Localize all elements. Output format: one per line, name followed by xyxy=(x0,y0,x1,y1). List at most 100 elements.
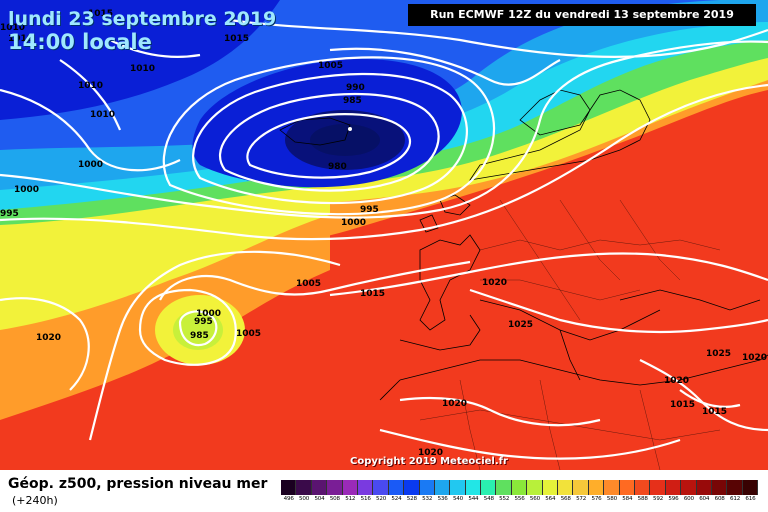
scale-label: 612 xyxy=(729,496,741,502)
scale-swatch xyxy=(373,480,389,495)
scale-swatch xyxy=(327,480,343,495)
scale-cell: 496 xyxy=(281,480,297,506)
scale-swatch xyxy=(542,480,559,495)
scale-label: 584 xyxy=(622,496,633,502)
scale-cell: 616 xyxy=(742,480,759,506)
geopotential-field-map: 1015 1010 1015 1010 1010 1005 990 985 98… xyxy=(0,0,768,470)
scale-cell: 580 xyxy=(604,480,620,506)
scale-cell: 604 xyxy=(696,480,712,506)
scale-swatch xyxy=(481,480,497,495)
scale-label: 516 xyxy=(360,496,371,502)
scale-swatch xyxy=(511,480,528,495)
weather-map: 1015 1010 1015 1010 1010 1005 990 985 98… xyxy=(0,0,768,470)
scale-swatch xyxy=(650,480,666,495)
scale-cell: 512 xyxy=(342,480,358,506)
scale-label: 572 xyxy=(576,496,587,502)
isobar-label: 1010 xyxy=(130,64,155,74)
scale-swatch xyxy=(742,480,759,495)
isobar-label: 1015 xyxy=(670,400,695,410)
forecast-date-title: lundi 23 septembre 2019 xyxy=(8,8,277,30)
isobars xyxy=(0,18,768,460)
scale-cell: 576 xyxy=(588,480,605,506)
scale-swatch xyxy=(419,480,435,495)
isobar-label: 995 xyxy=(194,317,213,327)
scale-cell: 508 xyxy=(327,480,343,506)
isobar-labels: 1015 1010 1015 1010 1010 1005 990 985 98… xyxy=(0,9,767,458)
scale-label: 560 xyxy=(529,496,540,502)
scale-label: 600 xyxy=(683,496,694,502)
scale-cell: 568 xyxy=(558,480,574,506)
color-scale: 496 500 504 508 512 516 520 524 528 532 536 540 544 5… xyxy=(281,480,759,506)
isobar-label: 1015 xyxy=(702,407,727,417)
scale-label: 508 xyxy=(329,496,340,502)
scale-label: 592 xyxy=(653,496,664,502)
low-center-marker xyxy=(348,127,352,131)
scale-label: 616 xyxy=(745,496,756,502)
scale-label: 580 xyxy=(606,496,617,502)
scale-cell: 504 xyxy=(311,480,328,506)
scale-swatch xyxy=(696,480,712,495)
scale-label: 576 xyxy=(591,496,602,502)
scale-cell: 552 xyxy=(496,480,512,506)
isobar-label: 1010 xyxy=(90,110,115,120)
isobar-label: 1015 xyxy=(224,34,249,44)
isobar-label: 1005 xyxy=(318,61,343,71)
scale-label: 504 xyxy=(314,496,325,502)
scale-swatch xyxy=(311,480,328,495)
field-title: Géop. z500, pression niveau mer xyxy=(8,476,268,492)
scale-swatch xyxy=(558,480,574,495)
scale-label: 512 xyxy=(345,496,356,502)
scale-swatch xyxy=(342,480,358,495)
isobar-label: 1020 xyxy=(442,399,467,409)
scale-cell: 528 xyxy=(404,480,420,506)
isobar-label: 995 xyxy=(360,205,379,215)
scale-swatch xyxy=(527,480,543,495)
scale-swatch xyxy=(588,480,605,495)
scale-label: 500 xyxy=(299,496,310,502)
scale-cell: 588 xyxy=(634,480,651,506)
isobar-label: 1020 xyxy=(36,333,61,343)
isobar-label: 1020 xyxy=(664,376,689,386)
scale-label: 524 xyxy=(391,496,402,502)
scale-label: 540 xyxy=(452,496,464,502)
scale-label: 496 xyxy=(283,496,294,502)
isobar-label: 1020 xyxy=(418,448,443,458)
scale-swatch xyxy=(388,480,405,495)
scale-swatch xyxy=(619,480,635,495)
scale-cell: 556 xyxy=(511,480,528,506)
scale-swatch xyxy=(711,480,728,495)
scale-cell: 536 xyxy=(434,480,451,506)
scale-label: 528 xyxy=(406,496,417,502)
isobar-label: 1020 xyxy=(742,353,767,363)
scale-swatch xyxy=(604,480,620,495)
scale-swatch xyxy=(357,480,374,495)
scale-swatch xyxy=(665,480,682,495)
scale-cell: 584 xyxy=(619,480,635,506)
forecast-range: (+240h) xyxy=(12,494,58,507)
scale-cell: 612 xyxy=(727,480,743,506)
scale-label: 536 xyxy=(437,496,448,502)
scale-cell: 540 xyxy=(450,480,466,506)
isobar-label: 1000 xyxy=(78,160,103,170)
scale-cell: 520 xyxy=(373,480,389,506)
scale-label: 556 xyxy=(514,496,525,502)
isobar-label: 1020 xyxy=(482,278,507,288)
isobar-label: 1000 xyxy=(196,309,221,319)
scale-swatch xyxy=(681,480,697,495)
scale-cell: 560 xyxy=(527,480,543,506)
scale-label: 548 xyxy=(483,496,494,502)
scale-label: 564 xyxy=(545,496,556,502)
scale-swatch xyxy=(450,480,466,495)
scale-cell: 564 xyxy=(542,480,559,506)
forecast-time-title: 14:00 locale xyxy=(8,30,152,54)
isobar-label: 980 xyxy=(328,162,347,172)
scale-cell: 548 xyxy=(481,480,497,506)
isobar-label: 1015 xyxy=(360,289,385,299)
scale-cell: 516 xyxy=(357,480,374,506)
scale-cell: 524 xyxy=(388,480,405,506)
isobar-label: 1005 xyxy=(296,279,321,289)
isobar-label: 985 xyxy=(343,96,362,106)
copyright-text: Copyright 2019 Meteociel.fr xyxy=(350,456,508,467)
scale-cell: 544 xyxy=(465,480,482,506)
scale-swatch xyxy=(496,480,512,495)
